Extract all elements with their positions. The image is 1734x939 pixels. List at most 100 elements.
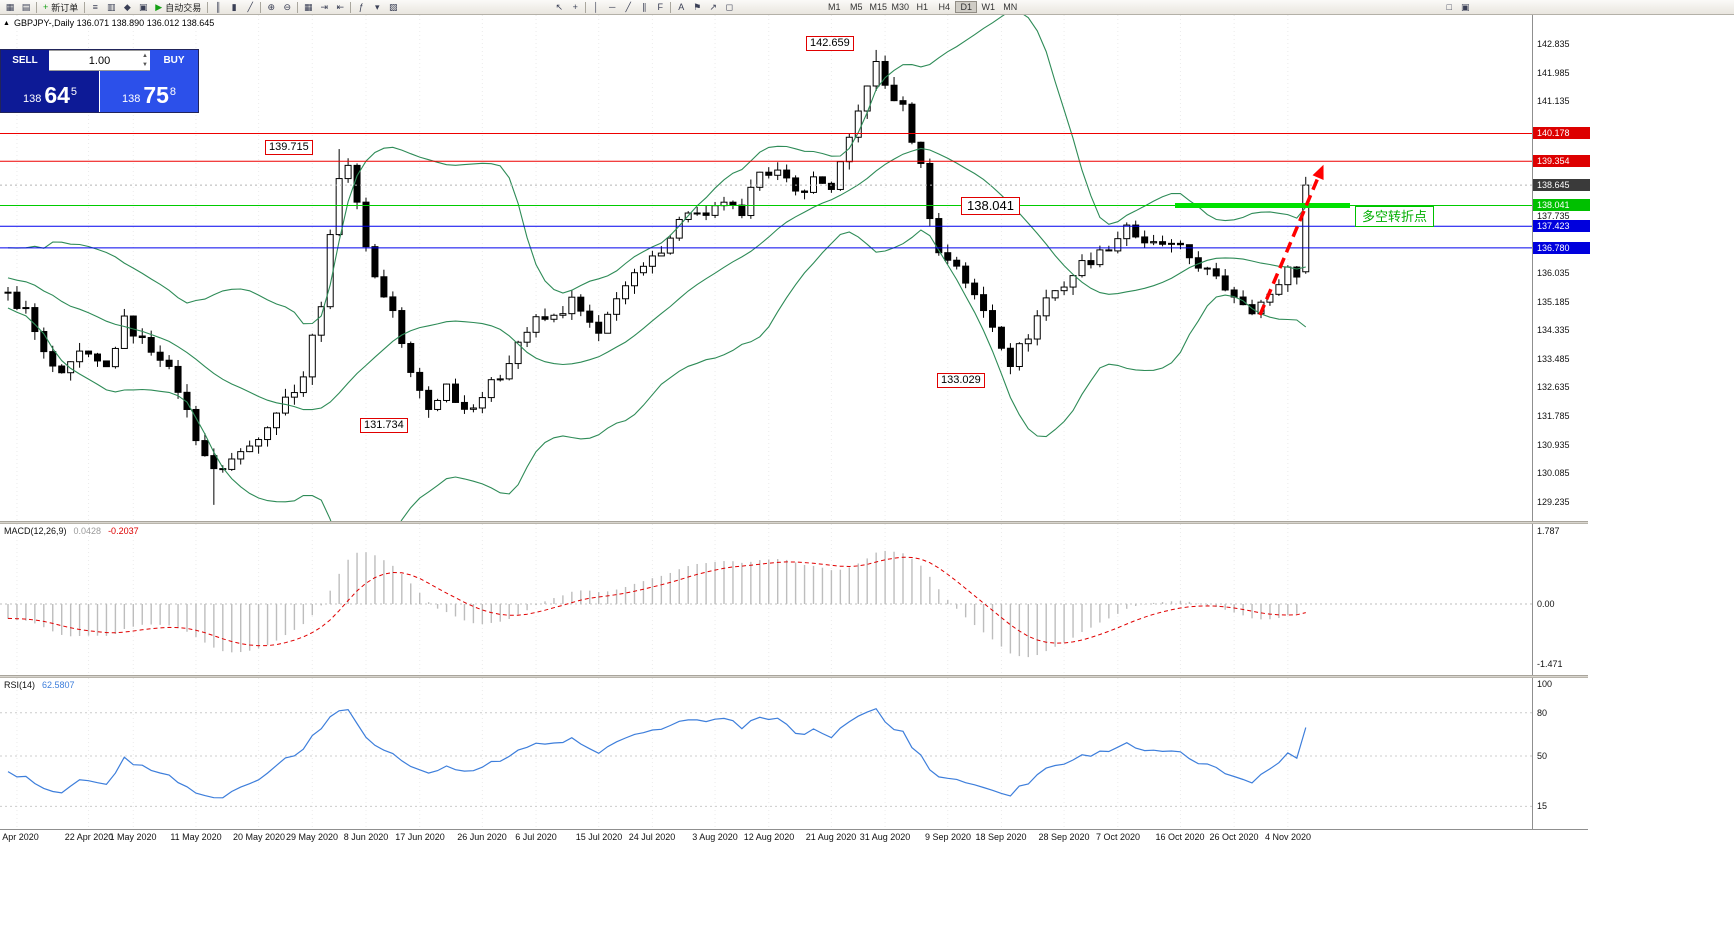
timeframe-w1[interactable]: W1 xyxy=(981,1,995,12)
window-list-icon[interactable]: ▣ xyxy=(1460,1,1470,12)
buy-price[interactable]: 138 75 8 xyxy=(100,71,198,112)
tile-windows-icon[interactable]: ▦ xyxy=(303,1,313,12)
new-chart-icon[interactable]: ▦ xyxy=(5,1,15,12)
macd-scale-label: 1.787 xyxy=(1537,526,1560,536)
trend-arrow-head xyxy=(1312,164,1324,180)
trend-arrow-line xyxy=(1258,176,1320,316)
zoom-in-icon[interactable]: ⊕ xyxy=(267,1,275,12)
timeframe-m1[interactable]: M1 xyxy=(827,1,841,12)
chart-profiles-icon[interactable]: ▤ xyxy=(21,1,31,12)
bollinger-band-line xyxy=(7,229,1307,572)
price-tag: 139.354 xyxy=(1533,155,1590,167)
chart-shift-icon[interactable]: ⇤ xyxy=(336,1,344,12)
horizontal-line-tool-icon[interactable]: ─ xyxy=(609,2,616,12)
price-annotation[interactable]: 133.029 xyxy=(937,373,985,388)
date-label: 21 Aug 2020 xyxy=(805,832,857,842)
timeframe-h4[interactable]: H4 xyxy=(938,1,950,12)
price-tag: 138.645 xyxy=(1533,179,1590,191)
label-tool-icon[interactable]: ⚑ xyxy=(693,1,702,12)
date-label: 18 Sep 2020 xyxy=(975,832,1027,842)
shapes-tool-icon[interactable]: ◻ xyxy=(725,1,733,12)
sell-price[interactable]: 138 64 5 xyxy=(1,71,99,112)
vertical-line-tool-icon[interactable]: │ xyxy=(593,2,600,12)
buy-button[interactable]: BUY xyxy=(150,50,198,71)
date-label: 28 Sep 2020 xyxy=(1038,832,1090,842)
fibonacci-tool-icon[interactable]: F xyxy=(657,2,663,12)
cursor-tool-icon[interactable]: ↖ xyxy=(555,1,563,12)
price-tag: 137.423 xyxy=(1533,220,1590,232)
date-label: 26 Oct 2020 xyxy=(1209,832,1259,842)
price-tick-label: 142.835 xyxy=(1537,39,1570,49)
panel-divider[interactable] xyxy=(0,675,1588,678)
rsi-label: RSI(14) 62.5807 xyxy=(4,680,75,690)
terminal-icon[interactable]: ▣ xyxy=(139,1,148,12)
periods-dropdown-icon[interactable]: ▾ xyxy=(374,1,380,12)
timeframe-mn[interactable]: MN xyxy=(1003,1,1018,12)
date-label: 1 May 2020 xyxy=(109,832,157,842)
indicators-icon[interactable]: ƒ xyxy=(358,2,364,12)
trendline-tool-icon[interactable]: ╱ xyxy=(625,1,631,12)
date-label: 17 Jun 2020 xyxy=(395,832,445,842)
rsi-scale-label: 100 xyxy=(1537,679,1553,689)
channel-tool-icon[interactable]: ∥ xyxy=(641,1,647,12)
candlestick-chart-icon[interactable]: ▮ xyxy=(231,1,237,12)
templates-icon[interactable]: ▨ xyxy=(388,1,398,12)
price-tick-label: 133.485 xyxy=(1537,354,1570,364)
navigator-icon[interactable]: ◆ xyxy=(123,1,131,12)
timeframe-d1[interactable]: D1 xyxy=(955,1,978,13)
panel-divider[interactable] xyxy=(0,521,1588,524)
price-annotation[interactable]: 131.734 xyxy=(360,418,408,433)
price-annotation[interactable]: 多空转折点 xyxy=(1355,206,1435,227)
toolbar-separator xyxy=(36,1,37,13)
toolbar-separator xyxy=(207,1,209,13)
date-label: 20 May 2020 xyxy=(232,832,286,842)
autotrading-button[interactable]: ▶ 自动交易 xyxy=(151,1,205,14)
price-annotation[interactable]: 138.041 xyxy=(961,197,1020,215)
new-order-button[interactable]: + 新订单 xyxy=(39,1,82,14)
collapse-panel-icon[interactable]: ▲ xyxy=(3,19,10,27)
toolbar-separator xyxy=(84,1,86,13)
macd-signal-line xyxy=(7,556,1306,647)
timeframe-h1[interactable]: H1 xyxy=(916,1,928,12)
date-label: 11 May 2020 xyxy=(170,832,222,842)
autotrading-button-label: 自动交易 xyxy=(165,2,202,13)
price-tick-label: 132.635 xyxy=(1537,382,1570,392)
sell-button[interactable]: SELL xyxy=(1,50,49,71)
timeframe-m5[interactable]: M5 xyxy=(849,1,863,12)
arrow-tool-icon[interactable]: ↗ xyxy=(709,1,717,12)
timeframe-m15[interactable]: M15 xyxy=(869,1,887,12)
price-tag: 138.041 xyxy=(1533,199,1590,211)
new-order-button-label: 新订单 xyxy=(51,2,79,13)
market-watch-icon[interactable]: ≡ xyxy=(92,2,98,12)
volume-value[interactable]: 1.00 xyxy=(88,54,111,67)
main-chart-panel[interactable]: ▲ GBPJPY-,Daily 136.071 138.890 136.012 … xyxy=(0,10,1532,572)
auto-scroll-icon[interactable]: ⇥ xyxy=(320,1,328,12)
volume-down-icon[interactable]: ▼ xyxy=(142,62,148,68)
price-annotation[interactable]: 139.715 xyxy=(265,140,313,155)
macd-panel[interactable]: MACD(12,26,9) 0.0428 -0.2037 xyxy=(0,524,1532,676)
crosshair-tool-icon[interactable]: + xyxy=(572,2,578,12)
price-annotation[interactable]: 142.659 xyxy=(806,36,854,51)
price-tick-label: 135.185 xyxy=(1537,297,1570,307)
price-scale[interactable]: 142.835 141.985 141.135 137.735 136.035 135.1… xyxy=(1532,15,1590,829)
bar-chart-icon[interactable]: ║ xyxy=(215,2,222,12)
text-tool-icon[interactable]: A xyxy=(678,2,685,12)
date-label: 4 Nov 2020 xyxy=(1264,832,1312,842)
zoom-out-icon[interactable]: ⊖ xyxy=(283,1,291,12)
date-label: 8 Jun 2020 xyxy=(343,832,389,842)
rsi-chart[interactable] xyxy=(0,678,1532,828)
volume-up-icon[interactable]: ▲ xyxy=(142,53,148,59)
date-label: 16 Oct 2020 xyxy=(1155,832,1205,842)
line-chart-icon[interactable]: ╱ xyxy=(247,1,253,12)
rsi-panel[interactable]: RSI(14) 62.5807 xyxy=(0,678,1532,828)
dock-window-icon[interactable]: □ xyxy=(1446,2,1452,12)
price-tick-label: 141.985 xyxy=(1537,68,1570,78)
macd-chart[interactable] xyxy=(0,524,1532,676)
volume-spinner[interactable]: 1.00 ▲ ▼ xyxy=(49,50,150,71)
bollinger-band-line xyxy=(7,147,1306,411)
candlestick-chart[interactable] xyxy=(0,10,1532,572)
date-label: 3 Aug 2020 xyxy=(692,832,738,842)
data-window-icon[interactable]: ▥ xyxy=(107,1,116,12)
timeframe-m30[interactable]: M30 xyxy=(891,1,909,12)
